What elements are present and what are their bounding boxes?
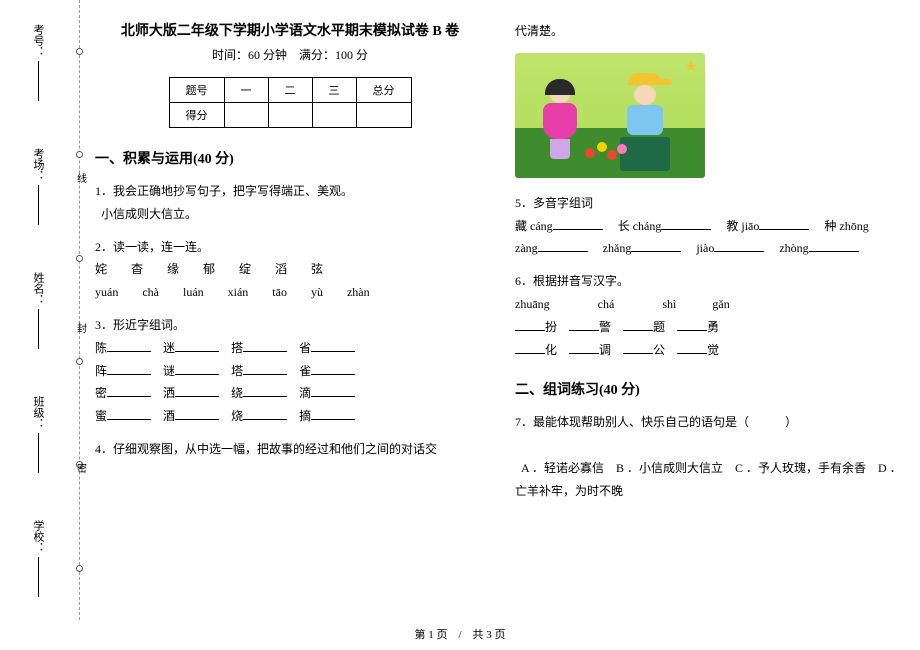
score-cell: 题号: [169, 78, 224, 103]
section-2-heading: 二、组词练习(40 分): [515, 379, 905, 399]
q2: 2．读一读，连一连。 姹 杳 缘 郁 绽 滔 弦 yuán chà luán x…: [95, 236, 485, 304]
table-row: 得分: [169, 103, 411, 128]
star-icon: ★: [684, 59, 697, 76]
score-cell: 得分: [169, 103, 224, 128]
field-exam-id: 考号：: [30, 24, 46, 101]
illustration: ★: [515, 53, 705, 178]
marker-mi: 密: [77, 460, 87, 475]
score-table: 题号 一 二 三 总分 得分: [169, 77, 412, 128]
q7: 7．最能体现帮助别人、快乐自己的语句是（ ） A ．轻诺必寡信 B ．小信成则大…: [515, 411, 905, 502]
column-left: 北师大版二年级下学期小学语文水平期末模拟试卷 B 卷 时间：60 分钟 满分：1…: [95, 20, 485, 615]
marker-xian: 线: [77, 170, 87, 185]
binding-margin: 考号： 考场： 姓名： 班级： 学校： 线 封 密: [0, 0, 80, 620]
field-name: 姓名：: [30, 272, 46, 349]
q5: 5．多音字组词 藏 cáng 长 cháng 教 jiāo 种 zhōng zà…: [515, 192, 905, 260]
score-cell: 一: [224, 78, 268, 103]
page-columns: 北师大版二年级下学期小学语文水平期末模拟试卷 B 卷 时间：60 分钟 满分：1…: [95, 20, 905, 615]
q4: 4．仔细观察图，从中选一幅，把故事的经过和他们之间的对话交: [95, 438, 485, 461]
table-row: 题号 一 二 三 总分: [169, 78, 411, 103]
page-footer: 第 1 页 / 共 3 页: [0, 626, 920, 642]
column-right: 代清楚。 ★ 5．多音字组词 藏 cáng 长 cháng 教 jiāo 种 z…: [515, 20, 905, 615]
score-cell: 总分: [356, 78, 411, 103]
girl-figure: [537, 81, 583, 161]
q3: 3．形近字组词。 陈 迷 搭 省 阵 谜 塔 雀 密 洒 绕 滴 蜜 酒 烧 摘: [95, 314, 485, 428]
exam-title: 北师大版二年级下学期小学语文水平期末模拟试卷 B 卷: [95, 20, 485, 40]
field-class: 班级：: [30, 396, 46, 473]
field-school: 学校：: [30, 520, 46, 597]
q6: 6．根据拼音写汉字。 zhuāng chá shì gǎn 扮 警 题 勇 化 …: [515, 270, 905, 361]
field-room: 考场：: [30, 148, 46, 225]
flowers-icon: [585, 140, 631, 164]
binding-dots: [76, 0, 83, 620]
score-cell: 二: [268, 78, 312, 103]
section-1-heading: 一、积累与运用(40 分): [95, 148, 485, 168]
marker-feng: 封: [77, 320, 87, 335]
binding-labels: 考号： 考场： 姓名： 班级： 学校：: [8, 0, 68, 620]
exam-subtitle: 时间：60 分钟 满分：100 分: [95, 46, 485, 63]
score-cell: 三: [312, 78, 356, 103]
q1: 1．我会正确地抄写句子，把字写得端正、美观。 小信成则大信立。: [95, 180, 485, 226]
q4-cont: 代清楚。: [515, 20, 905, 43]
